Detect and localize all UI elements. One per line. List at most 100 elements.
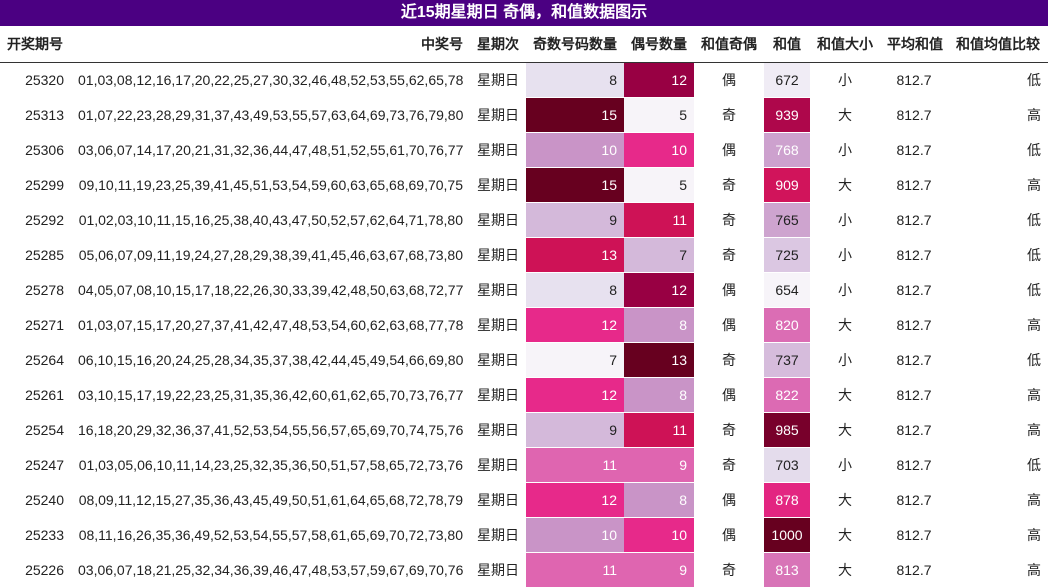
table-cell: 25254 bbox=[0, 412, 71, 448]
heat-cell: 703 bbox=[764, 447, 810, 483]
heat-cell: 11 bbox=[624, 412, 694, 448]
table-cell: 高 bbox=[948, 97, 1048, 133]
table-cell: 25261 bbox=[0, 377, 71, 413]
column-header: 平均和值 bbox=[880, 26, 948, 63]
column-header: 星期次 bbox=[470, 26, 526, 63]
table-cell: 25240 bbox=[0, 482, 71, 518]
table-cell: 25271 bbox=[0, 307, 71, 343]
table-cell: 03,06,07,18,21,25,32,34,36,39,46,47,48,5… bbox=[71, 552, 470, 588]
column-header: 奇数号码数量 bbox=[526, 26, 624, 63]
table-cell: 星期日 bbox=[470, 132, 526, 168]
table-cell: 25226 bbox=[0, 552, 71, 588]
table-row: 25226 03,06,07,18,21,25,32,34,36,39,46,47… bbox=[0, 552, 1048, 588]
table-cell: 偶 bbox=[694, 62, 764, 98]
table-cell: 25233 bbox=[0, 517, 71, 553]
table-cell: 09,10,11,19,23,25,39,41,45,51,53,54,59,6… bbox=[71, 167, 470, 203]
table-cell: 大 bbox=[810, 552, 880, 588]
table-row: 25264 06,10,15,16,20,24,25,28,34,35,37,38… bbox=[0, 342, 1048, 378]
table-row: 25240 08,09,11,12,15,27,35,36,43,45,49,50… bbox=[0, 482, 1048, 518]
table-row: 25254 16,18,20,29,32,36,37,41,52,53,54,55… bbox=[0, 412, 1048, 448]
table-cell: 奇 bbox=[694, 167, 764, 203]
table-cell: 高 bbox=[948, 517, 1048, 553]
heat-cell: 939 bbox=[764, 97, 810, 133]
table-cell: 大 bbox=[810, 377, 880, 413]
table-cell: 星期日 bbox=[470, 412, 526, 448]
table-cell: 小 bbox=[810, 202, 880, 238]
heat-cell: 12 bbox=[624, 272, 694, 308]
table-cell: 星期日 bbox=[470, 97, 526, 133]
heat-cell: 8 bbox=[624, 307, 694, 343]
table-cell: 低 bbox=[948, 62, 1048, 98]
table-cell: 812.7 bbox=[880, 412, 948, 448]
heat-cell: 12 bbox=[526, 307, 624, 343]
table-cell: 08,11,16,26,35,36,49,52,53,54,55,57,58,6… bbox=[71, 517, 470, 553]
table-cell: 812.7 bbox=[880, 272, 948, 308]
table-row: 25233 08,11,16,26,35,36,49,52,53,54,55,57… bbox=[0, 517, 1048, 553]
table-cell: 大 bbox=[810, 482, 880, 518]
table-cell: 偶 bbox=[694, 517, 764, 553]
table-cell: 偶 bbox=[694, 307, 764, 343]
table-cell: 偶 bbox=[694, 482, 764, 518]
table-cell: 05,06,07,09,11,19,24,27,28,29,38,39,41,4… bbox=[71, 237, 470, 273]
table-row: 25247 01,03,05,06,10,11,14,23,25,32,35,36… bbox=[0, 447, 1048, 483]
heat-cell: 654 bbox=[764, 272, 810, 308]
heat-cell: 11 bbox=[526, 447, 624, 483]
heat-cell: 822 bbox=[764, 377, 810, 413]
heat-cell: 820 bbox=[764, 307, 810, 343]
heat-cell: 10 bbox=[526, 132, 624, 168]
table-cell: 25306 bbox=[0, 132, 71, 168]
heat-cell: 8 bbox=[526, 272, 624, 308]
table-cell: 低 bbox=[948, 237, 1048, 273]
table-cell: 奇 bbox=[694, 447, 764, 483]
heat-cell: 11 bbox=[624, 202, 694, 238]
heat-cell: 9 bbox=[624, 447, 694, 483]
table-cell: 小 bbox=[810, 237, 880, 273]
table-cell: 01,03,07,15,17,20,27,37,41,42,47,48,53,5… bbox=[71, 307, 470, 343]
column-header: 和值奇偶 bbox=[694, 26, 764, 63]
table-row: 25278 04,05,07,08,10,15,17,18,22,26,30,33… bbox=[0, 272, 1048, 308]
table-cell: 812.7 bbox=[880, 97, 948, 133]
table-cell: 偶 bbox=[694, 132, 764, 168]
table-cell: 奇 bbox=[694, 412, 764, 448]
heat-cell: 10 bbox=[624, 517, 694, 553]
table-cell: 812.7 bbox=[880, 377, 948, 413]
heat-cell: 12 bbox=[624, 62, 694, 98]
table-cell: 812.7 bbox=[880, 447, 948, 483]
table-cell: 奇 bbox=[694, 552, 764, 588]
table-row: 25299 09,10,11,19,23,25,39,41,45,51,53,54… bbox=[0, 167, 1048, 203]
heat-cell: 12 bbox=[526, 482, 624, 518]
table-cell: 25320 bbox=[0, 62, 71, 98]
table-cell: 高 bbox=[948, 482, 1048, 518]
heat-cell: 985 bbox=[764, 412, 810, 448]
table-cell: 小 bbox=[810, 342, 880, 378]
table-cell: 星期日 bbox=[470, 167, 526, 203]
table-cell: 04,05,07,08,10,15,17,18,22,26,30,33,39,4… bbox=[71, 272, 470, 308]
heat-cell: 878 bbox=[764, 482, 810, 518]
table-cell: 偶 bbox=[694, 377, 764, 413]
table-cell: 16,18,20,29,32,36,37,41,52,53,54,55,56,5… bbox=[71, 412, 470, 448]
heat-cell: 765 bbox=[764, 202, 810, 238]
table-cell: 奇 bbox=[694, 97, 764, 133]
heat-cell: 7 bbox=[526, 342, 624, 378]
table-cell: 大 bbox=[810, 97, 880, 133]
column-header: 和值大小 bbox=[810, 26, 880, 63]
table-cell: 25264 bbox=[0, 342, 71, 378]
heat-cell: 15 bbox=[526, 97, 624, 133]
table-cell: 812.7 bbox=[880, 307, 948, 343]
table-cell: 小 bbox=[810, 132, 880, 168]
table-row: 25292 01,02,03,10,11,15,16,25,38,40,43,47… bbox=[0, 202, 1048, 238]
table-row: 25271 01,03,07,15,17,20,27,37,41,42,47,48… bbox=[0, 307, 1048, 343]
table-cell: 星期日 bbox=[470, 342, 526, 378]
heat-cell: 813 bbox=[764, 552, 810, 588]
column-header: 开奖期号 bbox=[0, 26, 71, 63]
table-cell: 星期日 bbox=[470, 517, 526, 553]
heat-cell: 8 bbox=[526, 62, 624, 98]
heat-cell: 9 bbox=[624, 552, 694, 588]
table-cell: 低 bbox=[948, 202, 1048, 238]
heat-cell: 5 bbox=[624, 97, 694, 133]
table-cell: 25278 bbox=[0, 272, 71, 308]
heat-cell: 11 bbox=[526, 552, 624, 588]
heat-cell: 10 bbox=[526, 517, 624, 553]
table-cell: 星期日 bbox=[470, 237, 526, 273]
table-body: 25320 01,03,08,12,16,17,20,22,25,27,30,32… bbox=[0, 62, 1048, 588]
